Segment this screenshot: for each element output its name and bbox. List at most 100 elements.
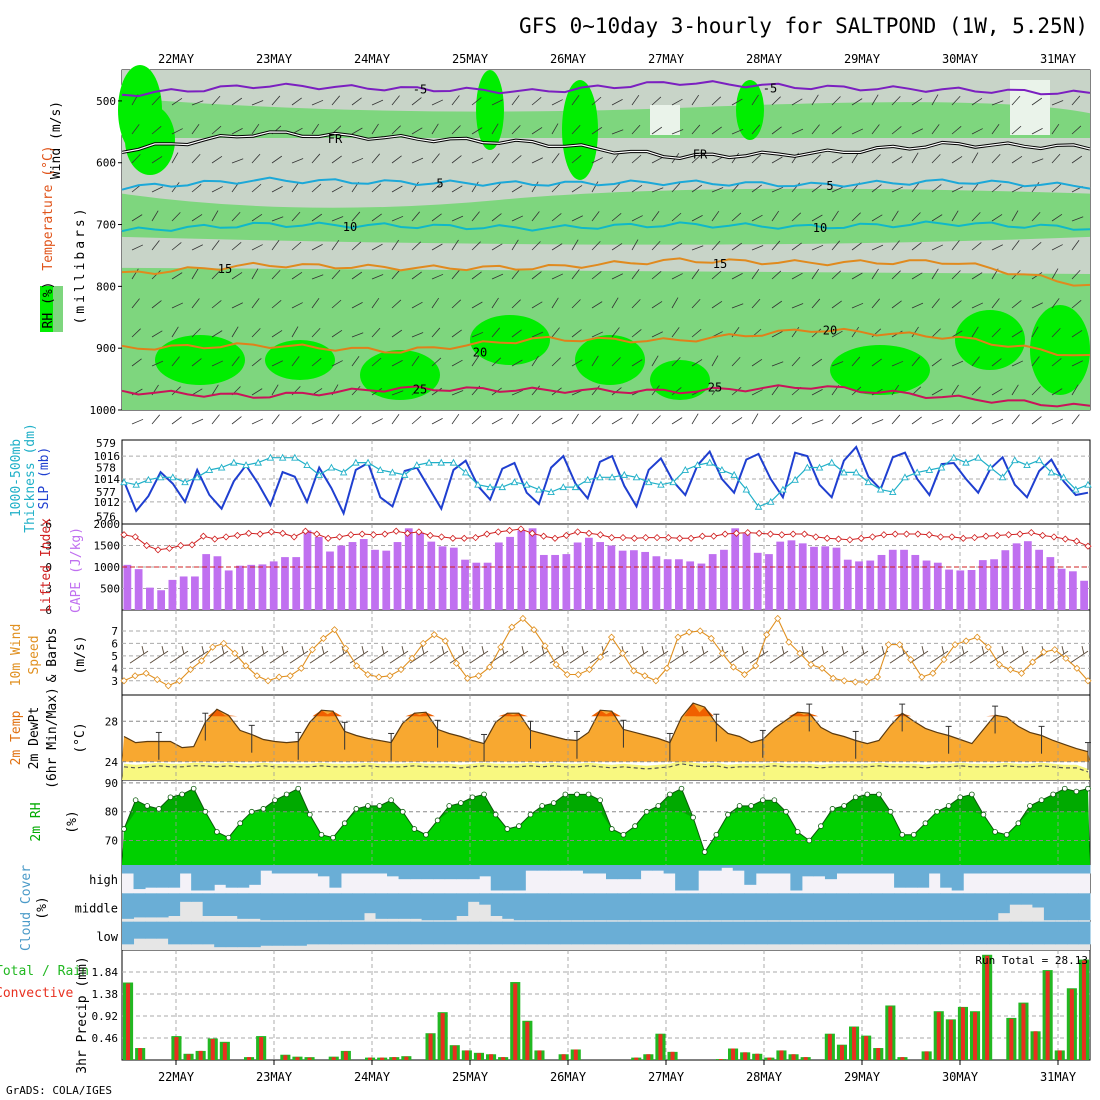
wind-barb <box>811 298 821 309</box>
rh2m-point <box>353 806 360 812</box>
temp-line <box>123 702 1089 753</box>
wind-barb-10m <box>269 650 289 664</box>
date-bottom-29MAY: 29MAY <box>844 1070 881 1084</box>
wind-barb <box>531 271 542 280</box>
wind-barb <box>871 358 882 367</box>
thickness-point <box>913 468 921 476</box>
wind-barb <box>251 213 263 222</box>
thickness-point <box>1023 461 1031 469</box>
ytick-thickness-578: 578 <box>96 462 116 475</box>
wind-barb <box>671 212 682 222</box>
wind-barb <box>571 299 581 309</box>
wind-barb <box>471 157 484 164</box>
wind-barb <box>971 386 981 396</box>
thickness-point <box>266 453 275 461</box>
li-point <box>857 534 865 542</box>
wind-barb <box>771 385 780 396</box>
ytick-thickness-579: 579 <box>96 437 116 450</box>
wind-barb <box>811 268 820 280</box>
wind-barb-10m <box>681 645 685 655</box>
wind-barb <box>371 297 380 309</box>
rh2m-point <box>759 797 766 803</box>
wind-speed-point <box>186 665 195 674</box>
wind-barb <box>531 415 542 425</box>
cloud-low-bar <box>928 921 941 945</box>
thickness-point <box>1011 456 1019 464</box>
wind-barb <box>471 331 484 338</box>
cloud-middle-bar <box>490 893 503 916</box>
cloud-low-bar <box>675 921 688 945</box>
wind-barb <box>771 270 782 280</box>
rh2m-point <box>272 797 278 803</box>
slp-ylabel: 1000-500mb Thickness (dm) SLP (mb) <box>9 423 52 533</box>
wind-speed-point <box>840 677 848 685</box>
li-point <box>222 533 230 541</box>
cloud-low-bar <box>271 921 284 946</box>
wind-barb <box>551 297 559 309</box>
cloud-high-bar <box>606 865 619 880</box>
wind-barb <box>771 186 784 193</box>
rh2m-point <box>736 803 743 809</box>
thickness-point <box>644 478 653 486</box>
wind-barb <box>1031 241 1042 251</box>
cape-bar <box>449 547 458 610</box>
cloud-high-bar <box>905 865 918 888</box>
wind-barb <box>691 269 700 280</box>
cloud-low-bar <box>663 921 676 945</box>
wind-barb-10m <box>561 645 565 655</box>
wind-barb <box>731 128 744 135</box>
li-point <box>188 541 196 549</box>
wind-speed-point <box>430 631 438 639</box>
wind-speed-point <box>353 662 361 670</box>
wind-barb <box>391 95 400 106</box>
wind-barb <box>851 152 859 164</box>
thickness-point <box>1072 485 1080 493</box>
precip-conv-bar <box>210 1038 215 1060</box>
rh-bright-blob <box>955 310 1025 370</box>
cloud-high-bar <box>582 865 595 874</box>
wind-barb <box>491 297 499 309</box>
cloud-middle-bar <box>951 893 964 921</box>
thickness-point <box>974 453 982 461</box>
wind-barb <box>491 183 501 193</box>
wind-barb-10m <box>369 650 389 664</box>
ytick-slp-1014: 1014 <box>94 473 121 486</box>
wind-speed-point <box>884 641 893 649</box>
cloud-high-bar <box>179 865 192 874</box>
wind-barb <box>931 124 940 135</box>
li-point <box>472 534 480 542</box>
cloud-middle-bar <box>617 893 630 921</box>
wind-barb <box>631 215 643 222</box>
contour-label-25: 25 <box>413 382 427 396</box>
wind-barb <box>351 271 363 280</box>
wind-barb <box>671 387 682 396</box>
cloud-low-bar <box>824 921 837 945</box>
thickness-point <box>254 458 262 466</box>
cloud-low-bar <box>340 921 353 945</box>
cape-bar <box>517 530 526 610</box>
wind-barb <box>1031 356 1040 367</box>
wind-barb <box>631 359 643 367</box>
cloud-low-bar <box>410 921 423 945</box>
cloud-middle-bar <box>364 893 377 914</box>
precip-conv-bar <box>864 1036 869 1060</box>
cape-bar <box>697 563 706 610</box>
ytick-thickness-576: 576 <box>96 511 116 524</box>
thickness-point <box>230 458 238 466</box>
thickness-point <box>815 463 824 471</box>
precip-conv-bar <box>924 1051 929 1060</box>
wind-barb <box>231 356 240 367</box>
cloud-middle-bar <box>387 893 400 919</box>
cloud-high-bar <box>744 865 757 885</box>
wind-barb <box>151 360 164 367</box>
wind-barb <box>531 157 543 164</box>
cape-bar <box>551 554 559 610</box>
cloud-high-bar <box>813 865 826 877</box>
cloud-low-bar <box>122 921 135 945</box>
cape-bar <box>900 549 908 610</box>
wind-barb <box>291 271 303 280</box>
precip-conv-bar <box>331 1057 336 1060</box>
cloud-middle-bar <box>179 893 192 902</box>
wind-barb <box>731 273 743 280</box>
wind-barb <box>471 127 483 135</box>
